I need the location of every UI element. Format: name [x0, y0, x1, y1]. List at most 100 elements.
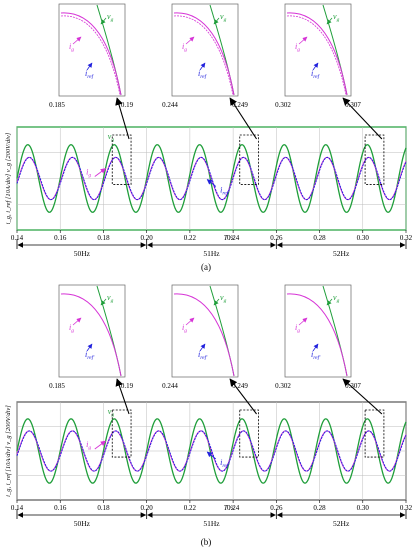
- inset-series-iref: [286, 15, 347, 96]
- inset-label-iref: iref: [311, 69, 321, 80]
- inset-series-ig: [286, 12, 348, 96]
- inset-label-arrow: [213, 17, 220, 25]
- inset-frame: [284, 284, 352, 378]
- inset-label-ig: ig: [295, 42, 300, 53]
- inset-label-ig: ig: [295, 323, 300, 334]
- zoom-box: [364, 409, 385, 458]
- inset-label-ig: ig: [182, 42, 187, 53]
- inset-label-arrow: [185, 317, 195, 326]
- inset-zoom-2: vg ig iref' 0.244 0.249: [162, 284, 248, 390]
- panel-label: (b): [201, 537, 212, 547]
- inset-x-label-start: 0.185: [49, 382, 65, 390]
- segment-label: 51Hz: [203, 249, 220, 258]
- x-tick-label: 0.22: [184, 234, 197, 242]
- inset-series-ig: [60, 293, 122, 377]
- inset-label-vg: vg: [107, 12, 114, 23]
- x-tick-label: 0.16: [54, 504, 67, 512]
- inset-label-arrow: [326, 298, 333, 306]
- series-label-iref: iref: [220, 186, 230, 197]
- inset-label-arrow: [72, 317, 82, 326]
- inset-series-iref: [60, 15, 121, 96]
- x-tick-label: 0.14: [11, 234, 24, 242]
- inset-label-iref: iref': [85, 350, 95, 361]
- series-label-vg: vg: [108, 132, 115, 143]
- zoom-arrow: [342, 378, 383, 415]
- inset-x-label-start: 0.302: [275, 382, 291, 390]
- series-line-v-g: [16, 144, 407, 213]
- panel-label: (a): [201, 262, 211, 272]
- segment-label: 50Hz: [74, 519, 91, 528]
- inset-label-vg: vg: [333, 12, 340, 23]
- inset-label-ig: ig: [182, 323, 187, 334]
- zoom-box: [364, 134, 385, 185]
- inset-label-arrow: [100, 17, 107, 25]
- series-line-i-ref: [16, 156, 407, 201]
- inset-x-label-start: 0.244: [162, 382, 178, 390]
- zoom-box: [111, 409, 132, 458]
- inset-label-arrow: [185, 36, 195, 45]
- inset-frame: [171, 284, 239, 378]
- x-tick-label: 0.16: [54, 234, 67, 242]
- inset-x-label-end: 0.19: [121, 382, 134, 390]
- x-tick-label: 0.30: [357, 504, 370, 512]
- inset-x-label-start: 0.185: [49, 101, 65, 109]
- segment-label: 52Hz: [333, 249, 350, 258]
- inset-label-iref: iref': [311, 350, 321, 361]
- series-line-i-ref: [16, 430, 407, 472]
- inset-label-vg: vg: [333, 293, 340, 304]
- series-label-ig: ig: [86, 440, 91, 451]
- inset-zoom-3: vg ig iref' 0.302 0.307: [275, 284, 361, 390]
- inset-series-ig: [286, 293, 348, 377]
- inset-zoom-1: vg ig iref 0.185 0.19: [49, 3, 134, 109]
- inset-label-vg: vg: [220, 293, 227, 304]
- label-arrow: [94, 168, 107, 177]
- x-tick-label: 0.26: [270, 234, 283, 242]
- inset-label-vg: vg: [220, 12, 227, 23]
- zoom-box: [111, 134, 132, 185]
- y-axis-label: i_g, i_ref [10A/div] v_g [200V/div]: [5, 405, 12, 497]
- label-arrow: [206, 451, 217, 460]
- inset-label-arrow: [86, 343, 93, 352]
- inset-zoom-3: vg ig iref 0.302 0.307: [275, 3, 361, 109]
- x-tick-label: 0.14: [11, 504, 24, 512]
- inset-label-arrow: [100, 298, 107, 306]
- x-tick-label: 0.32: [400, 234, 413, 242]
- inset-zoom-1: vg ig iref' 0.185 0.19: [49, 284, 134, 390]
- inset-label-arrow: [199, 343, 206, 352]
- inset-frame: [58, 3, 126, 97]
- inset-x-label-end: 0.19: [121, 101, 134, 109]
- inset-label-iref: iref': [198, 350, 208, 361]
- x-tick-label: 0.28: [313, 504, 326, 512]
- x-axis-label: T /s: [224, 504, 234, 512]
- inset-label-iref: iref: [85, 69, 95, 80]
- inset-label-arrow: [312, 62, 319, 71]
- inset-label-arrow: [199, 62, 206, 71]
- inset-label-arrow: [326, 17, 333, 25]
- inset-label-ig: ig: [69, 323, 74, 334]
- series-label-iref: iref': [220, 458, 230, 469]
- series-label-vg: vg: [108, 407, 115, 418]
- inset-label-arrow: [298, 317, 308, 326]
- x-tick-label: 0.28: [313, 234, 326, 242]
- inset-label-vg: vg: [107, 293, 114, 304]
- x-axis-label: T /s: [224, 234, 234, 242]
- inset-label-arrow: [312, 343, 319, 352]
- zoom-arrow: [342, 97, 383, 140]
- inset-label-arrow: [72, 36, 82, 45]
- series-label-ig: ig: [86, 168, 91, 179]
- x-tick-label: 0.18: [97, 504, 110, 512]
- zoom-box: [239, 134, 259, 185]
- zoom-box: [239, 409, 259, 458]
- inset-x-label-start: 0.244: [162, 101, 178, 109]
- segment-label: 50Hz: [74, 249, 91, 258]
- chart-panel-a: i_g, i_ref [10A/div] v_g [200V/div] 0.14 0…: [5, 3, 413, 272]
- x-tick-label: 0.30: [357, 234, 370, 242]
- gridlines: [16, 127, 407, 230]
- zoom-arrow: [229, 97, 258, 140]
- x-tick-label: 0.32: [400, 504, 413, 512]
- inset-series-ig: [173, 293, 235, 377]
- zoom-arrow: [115, 97, 130, 140]
- segment-label: 51Hz: [203, 519, 220, 528]
- x-tick-label: 0.26: [270, 504, 283, 512]
- inset-frame: [284, 3, 352, 97]
